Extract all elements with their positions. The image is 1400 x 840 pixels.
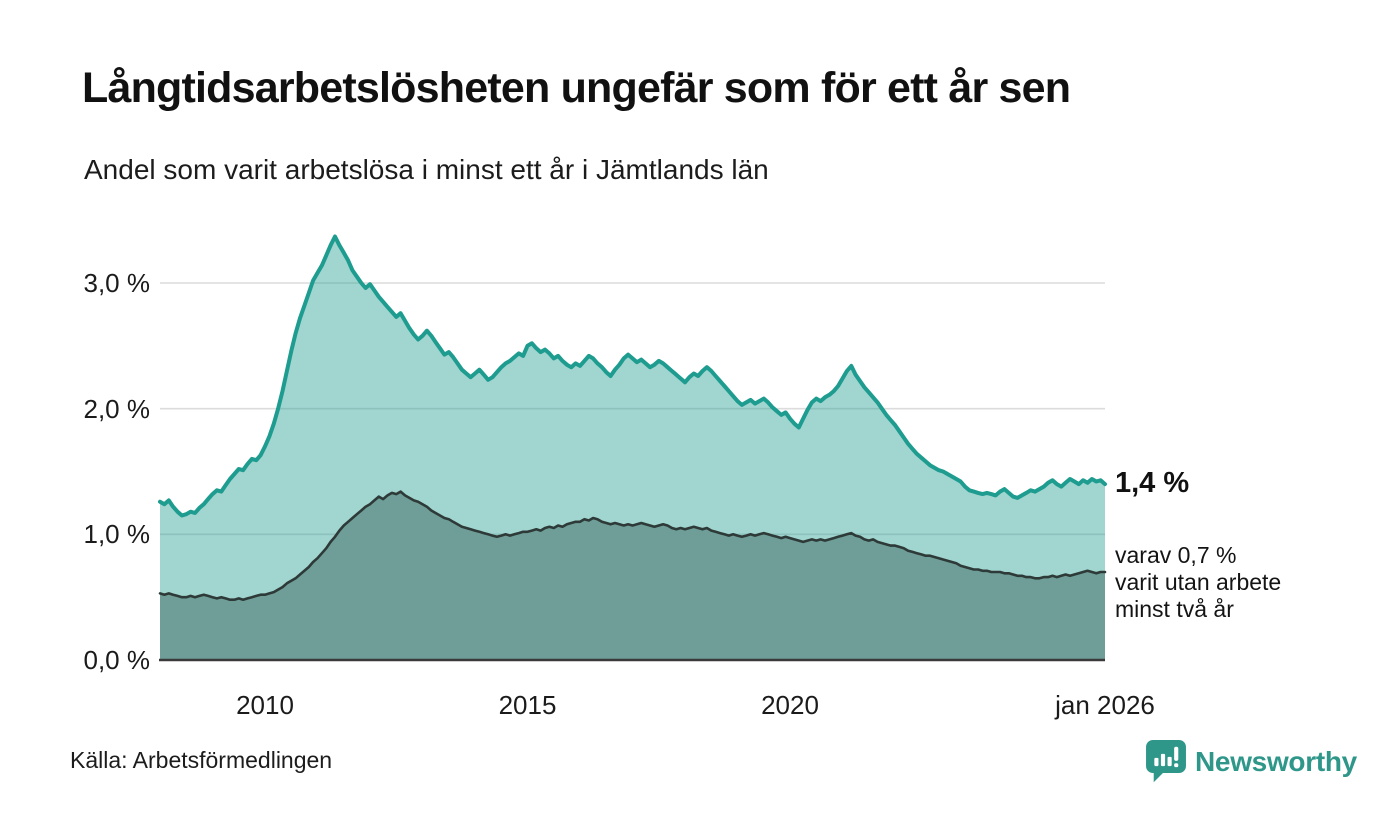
y-axis-label: 0,0 % xyxy=(83,645,151,675)
newsworthy-logo: Newsworthy xyxy=(1146,740,1357,783)
x-axis-label: jan 2026 xyxy=(1055,690,1155,720)
end-note-line-3: minst två år xyxy=(1115,596,1234,622)
x-axis-label: 2020 xyxy=(761,690,819,720)
end-note-line-2: varit utan arbete xyxy=(1115,569,1282,595)
end-value-label: 1,4 % xyxy=(1115,467,1190,499)
x-axis-label: 2010 xyxy=(236,690,294,720)
page-subtitle: Andel som varit arbetslösa i minst ett å… xyxy=(84,154,769,185)
newsworthy-bubble-chart-icon xyxy=(1146,740,1186,783)
end-note-line-1: varav 0,7 % xyxy=(1115,542,1237,568)
page-title: Långtidsarbetslösheten ungefär som för e… xyxy=(82,64,1071,112)
y-axis-label: 3,0 % xyxy=(83,267,151,298)
y-axis-label: 2,0 % xyxy=(83,393,151,424)
series-two-years-line xyxy=(158,490,1107,602)
source-text: Källa: Arbetsförmedlingen xyxy=(70,747,333,773)
end-note: varav 0,7 % varit utan arbete minst två … xyxy=(1115,542,1281,623)
x-axis-label: 2015 xyxy=(498,690,557,720)
series-total-line xyxy=(158,234,1107,518)
series-two-years-area xyxy=(160,491,1105,660)
y-axis-label: 1,0 % xyxy=(83,519,151,550)
newsworthy-logo-text: Newsworthy xyxy=(1195,745,1357,777)
